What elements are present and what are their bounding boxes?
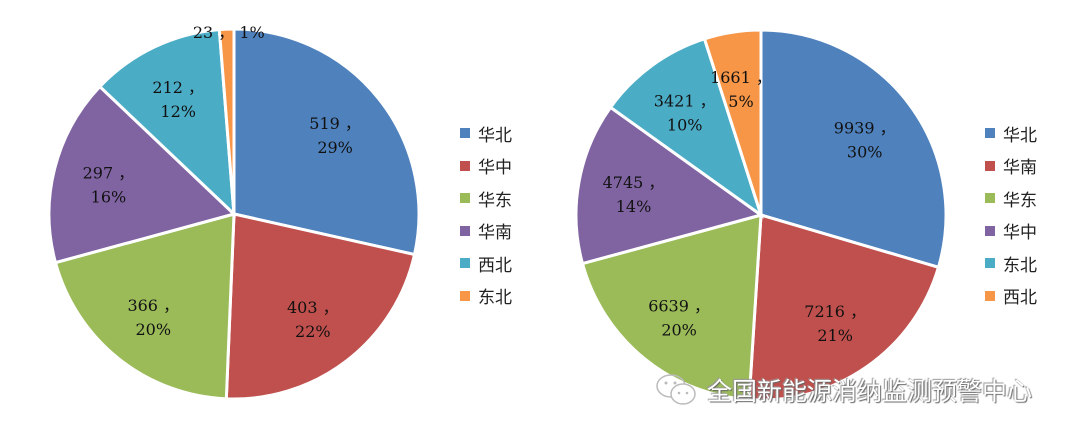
data-label: 519 ， 29%	[309, 114, 361, 157]
legend-label: 华东	[478, 190, 512, 211]
data-label: 4745 ， 14%	[603, 173, 665, 216]
data-label: 366 ， 20%	[127, 296, 179, 339]
legend-left: 华北华中华东华南西北东北	[460, 117, 512, 312]
pie-slice-1-3	[574, 105, 765, 266]
data-label: 212 ， 12%	[152, 78, 204, 121]
legend-item: 西北	[985, 280, 1037, 313]
legend-label: 东北	[478, 288, 512, 309]
pie-slice-1-4	[608, 36, 764, 219]
legend-label: 华中	[478, 158, 512, 179]
data-label: 297 ， 16%	[83, 163, 135, 206]
pie-slice-1-5	[702, 28, 763, 216]
watermark: 全国新能源消纳监测预警中心	[655, 372, 1032, 408]
legend-label: 华东	[1003, 190, 1037, 211]
watermark-text: 全国新能源消纳监测预警中心	[707, 377, 1033, 406]
legend-label: 西北	[478, 255, 512, 276]
legend-swatch	[460, 225, 470, 236]
legend-label: 华北	[1003, 125, 1037, 146]
legend-item: 华北	[460, 117, 512, 150]
pie-slice-1-0	[759, 28, 948, 270]
pie-slice-0-3	[47, 84, 237, 265]
legend-swatch	[460, 258, 470, 269]
legend-swatch	[460, 193, 470, 204]
pie-slice-0-2	[53, 212, 236, 401]
pie-slice-1-2	[580, 213, 763, 402]
legend-label: 华北	[478, 125, 512, 146]
legend-item: 东北	[460, 280, 512, 313]
legend-item: 华北	[985, 117, 1037, 150]
legend-item: 华中	[460, 150, 512, 183]
legend-item: 华东	[985, 182, 1037, 215]
data-label: 1661 ， 5%	[710, 68, 772, 111]
legend-item: 西北	[460, 247, 512, 280]
legend-swatch	[985, 258, 995, 269]
legend-swatch	[985, 290, 995, 301]
legend-item: 华南	[985, 150, 1037, 183]
legend-label: 东北	[1003, 255, 1037, 276]
legend-swatch	[985, 160, 995, 171]
legend-swatch	[985, 128, 995, 139]
data-label: 7216 ， 21%	[804, 302, 866, 345]
data-label: 6639 ， 20%	[648, 296, 710, 339]
pie-slice-0-5	[217, 27, 236, 215]
legend-item: 华南	[460, 215, 512, 248]
legend-swatch	[985, 193, 995, 204]
legend-item: 华东	[460, 182, 512, 215]
data-label: 403 ， 22%	[287, 298, 339, 341]
legend-label: 西北	[1003, 288, 1037, 309]
pie-slice-1-1	[747, 213, 941, 402]
legend-swatch	[460, 160, 470, 171]
data-label: 9939 ， 30%	[834, 118, 896, 161]
pie-slice-0-0	[232, 27, 421, 257]
legend-label: 华中	[1003, 223, 1037, 244]
legend-swatch	[460, 128, 470, 139]
legend-item: 东北	[985, 247, 1037, 280]
legend-swatch	[985, 225, 995, 236]
legend-label: 华南	[1003, 158, 1037, 179]
pie-slice-0-1	[224, 212, 417, 401]
data-label: 23 ， 1%	[193, 23, 265, 42]
data-label: 3421 ， 10%	[654, 91, 716, 134]
legend-swatch	[460, 290, 470, 301]
pie-slice-0-4	[97, 27, 236, 218]
legend-item: 华中	[985, 215, 1037, 248]
legend-right: 华北华南华东华中东北西北	[985, 117, 1037, 312]
wechat-icon	[656, 374, 696, 405]
legend-label: 华南	[478, 223, 512, 244]
